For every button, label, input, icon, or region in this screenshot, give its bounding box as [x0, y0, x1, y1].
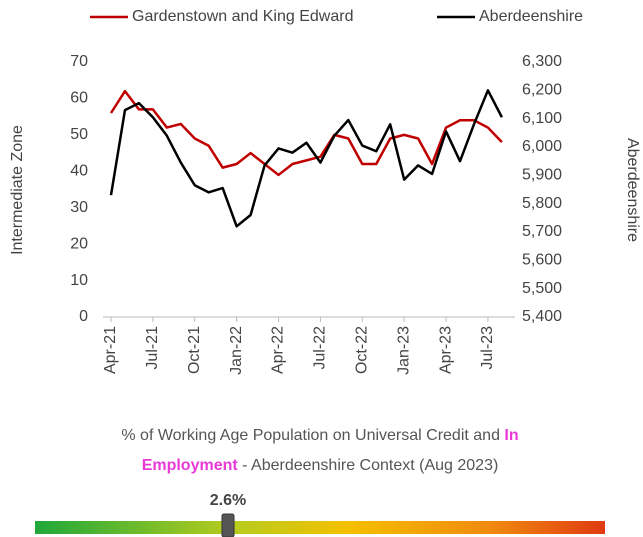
- series-line: [109, 89, 503, 228]
- y2-tick-label: 6,000: [522, 138, 562, 155]
- caption-text: - Aberdeenshire Context (Aug 2023): [238, 457, 499, 474]
- x-tick-label: Jul-23: [479, 326, 496, 370]
- y2-axis-label: Aberdeenshire: [624, 138, 641, 242]
- y-tick-label: 40: [70, 163, 88, 180]
- caption-line: % of Working Age Population on Universal…: [121, 427, 518, 444]
- x-tick-label: Apr-21: [102, 326, 119, 374]
- y2-tick-label: 5,700: [522, 223, 562, 240]
- y2-tick-label: 5,500: [522, 280, 562, 297]
- y2-tick-label: 5,800: [522, 195, 562, 212]
- x-tick-label: Jul-21: [144, 326, 161, 370]
- x-tick-label: Jan-22: [228, 326, 245, 375]
- y-tick-label: 50: [70, 126, 88, 143]
- y-tick-label: 70: [70, 53, 88, 70]
- series-line: [109, 89, 503, 177]
- x-tick-label: Oct-21: [186, 326, 203, 374]
- y-tick-label: 20: [70, 235, 88, 252]
- y2-tick-label: 6,100: [522, 110, 562, 127]
- y-tick-label: 10: [70, 272, 88, 289]
- y2-tick-label: 6,300: [522, 53, 562, 70]
- x-tick-label: Jan-23: [395, 326, 412, 375]
- y-axis-label: Intermediate Zone: [9, 125, 26, 255]
- indicator-marker: [221, 513, 235, 537]
- y2-tick-label: 6,200: [522, 82, 562, 99]
- y-tick-label: 60: [70, 90, 88, 107]
- scale-bar: [35, 521, 605, 534]
- caption-highlight: In: [504, 427, 518, 444]
- caption-text: % of Working Age Population on Universal…: [121, 427, 504, 444]
- indicator-label: 2.6%: [210, 492, 246, 509]
- legend-label: Gardenstown and King Edward: [132, 8, 353, 25]
- x-tick-label: Apr-23: [437, 326, 454, 374]
- x-tick-label: Apr-22: [270, 326, 287, 374]
- y2-tick-label: 5,400: [522, 308, 562, 325]
- y2-tick-label: 5,600: [522, 252, 562, 269]
- y-tick-label: 30: [70, 199, 88, 216]
- legend-label: Aberdeenshire: [479, 8, 583, 25]
- y-tick-label: 0: [79, 308, 88, 325]
- x-tick-label: Oct-22: [353, 326, 370, 374]
- caption-highlight: Employment: [142, 457, 239, 474]
- caption-line: Employment - Aberdeenshire Context (Aug …: [142, 457, 499, 474]
- x-tick-label: Jul-22: [312, 326, 329, 370]
- y2-tick-label: 5,900: [522, 167, 562, 184]
